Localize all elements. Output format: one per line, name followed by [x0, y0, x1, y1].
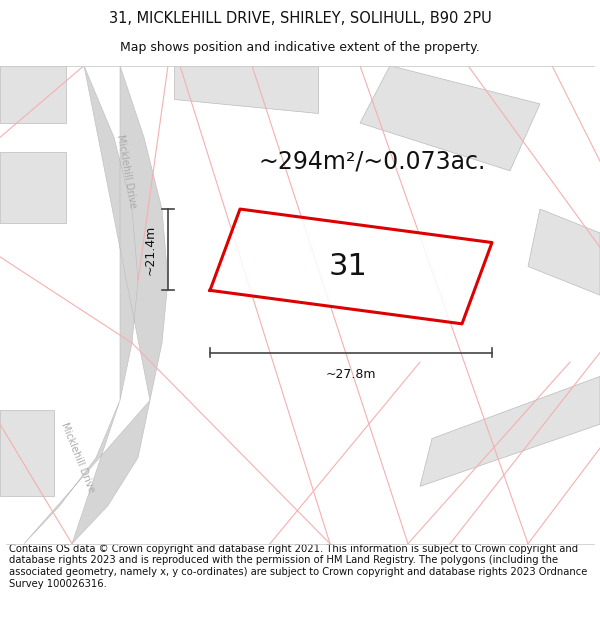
Polygon shape	[528, 209, 600, 295]
Text: 31, MICKLEHILL DRIVE, SHIRLEY, SOLIHULL, B90 2PU: 31, MICKLEHILL DRIVE, SHIRLEY, SOLIHULL,…	[109, 11, 491, 26]
Text: Contains OS data © Crown copyright and database right 2021. This information is : Contains OS data © Crown copyright and d…	[9, 544, 587, 589]
Polygon shape	[24, 400, 150, 544]
Text: ~27.8m: ~27.8m	[326, 368, 376, 381]
Text: ~294m²/~0.073ac.: ~294m²/~0.073ac.	[259, 149, 485, 173]
Text: ~21.4m: ~21.4m	[143, 224, 157, 275]
Polygon shape	[0, 152, 66, 223]
Polygon shape	[0, 410, 54, 496]
Polygon shape	[0, 66, 66, 123]
Polygon shape	[360, 66, 540, 171]
Text: 31: 31	[329, 252, 367, 281]
Polygon shape	[210, 209, 492, 324]
Polygon shape	[420, 376, 600, 486]
Text: Micklehill Drive: Micklehill Drive	[59, 421, 97, 494]
Text: Map shows position and indicative extent of the property.: Map shows position and indicative extent…	[120, 41, 480, 54]
Polygon shape	[84, 66, 168, 400]
Polygon shape	[174, 66, 318, 114]
Text: Micklehill Drive: Micklehill Drive	[115, 133, 137, 209]
